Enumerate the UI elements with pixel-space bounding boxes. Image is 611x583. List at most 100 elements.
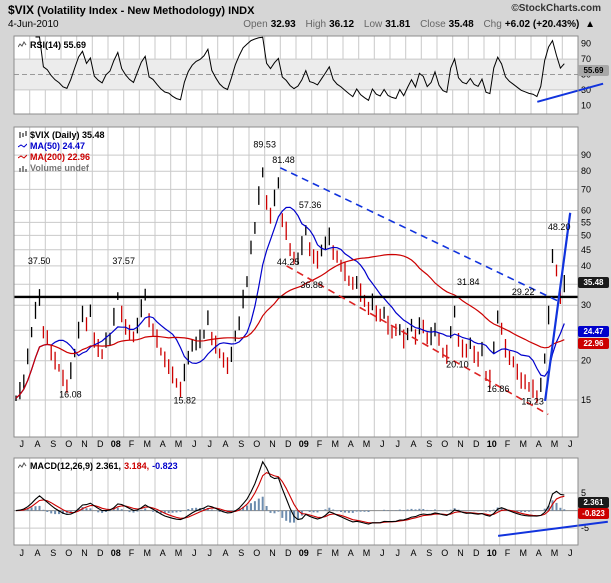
ma50-line-icon — [17, 142, 28, 152]
ma200-line — [15, 253, 565, 399]
price-tick-label: 80 — [581, 166, 591, 176]
trendline — [544, 212, 572, 402]
month-label: 10 — [487, 548, 497, 558]
macd-hist-value: -0.823 — [152, 461, 178, 471]
macd-trendline — [497, 520, 608, 537]
month-label: A — [34, 439, 40, 449]
month-label: J — [208, 548, 213, 558]
price-tick-label: 15 — [581, 395, 591, 405]
month-label: F — [505, 548, 511, 558]
month-label: A — [160, 439, 166, 449]
ma200-badge: 22.96 — [578, 338, 609, 349]
macd-signal-line — [15, 471, 565, 524]
macd-signal-value: 3.184, — [124, 461, 150, 471]
ma200-line-icon — [17, 153, 28, 163]
month-label: D — [473, 439, 480, 449]
price-annotation: 48.20 — [548, 222, 571, 232]
month-label: F — [317, 439, 323, 449]
month-label: O — [65, 439, 72, 449]
macd-tick-label: -5 — [581, 523, 589, 533]
price-annotation: 15.82 — [174, 396, 197, 406]
month-label: M — [519, 439, 527, 449]
month-label: N — [81, 548, 88, 558]
open-value: 32.93 — [270, 19, 296, 30]
month-label: F — [505, 439, 511, 449]
month-label: M — [363, 548, 371, 558]
rsi-tick-label: 90 — [581, 39, 591, 49]
price-bars-down — [42, 195, 562, 404]
price-tick-label: 20 — [581, 356, 591, 366]
month-label: 08 — [111, 439, 121, 449]
month-label: M — [331, 548, 339, 558]
month-label: M — [551, 548, 559, 558]
price-tick-label: 55 — [581, 217, 591, 227]
close-label: Close — [420, 19, 446, 30]
price-annotation: 20.10 — [446, 360, 469, 370]
rsi-panel-label: RSI(14) 55.69 — [17, 40, 86, 51]
macd-value: 2.361, — [96, 461, 122, 471]
month-label: A — [222, 548, 228, 558]
chg-up-arrow-icon: ▲ — [585, 19, 595, 30]
macd-label: MACD(12,26,9) — [30, 461, 94, 471]
stockcharts-credit-link[interactable]: ©StockCharts.com — [511, 3, 601, 14]
month-label: M — [331, 439, 339, 449]
month-label: O — [253, 439, 260, 449]
month-label: 10 — [487, 439, 497, 449]
month-label: M — [143, 548, 151, 558]
quote-strip: Open 32.93 High 36.12 Low 31.81 Close 35.48 … — [243, 19, 595, 30]
rsi-tick-label: 70 — [581, 54, 591, 64]
month-label: A — [410, 439, 416, 449]
price-annotation: 44.25 — [277, 257, 300, 267]
mini-chart-icon — [17, 41, 27, 51]
month-label: A — [348, 548, 354, 558]
rsi-badge: 55.69 — [578, 65, 609, 76]
chg-value: +6.02 (+20.43%) — [504, 19, 580, 30]
trendline — [286, 265, 549, 416]
month-label: 09 — [299, 548, 309, 558]
month-label: 09 — [299, 439, 309, 449]
month-label: J — [380, 439, 385, 449]
month-label: 08 — [111, 548, 121, 558]
price-annotation: 37.57 — [112, 256, 135, 266]
price-annotation: 16.08 — [59, 389, 82, 399]
price-badge: 35.48 — [578, 277, 609, 288]
month-label: M — [143, 439, 151, 449]
title-rest: (Volatility Index - New Methodology) IND… — [37, 5, 255, 17]
macd-panel-label: MACD(12,26,9) 2.361, 3.184, -0.823 — [17, 461, 178, 472]
month-label: A — [348, 439, 354, 449]
chg-label: Chg — [483, 19, 502, 30]
volume-bars-icon — [18, 164, 27, 174]
price-tick-label: 90 — [581, 150, 591, 160]
month-label: O — [65, 548, 72, 558]
ma50-badge: 24.47 — [578, 326, 609, 337]
month-label: N — [81, 439, 88, 449]
month-label: D — [473, 548, 480, 558]
price-annotation: 37.50 — [28, 256, 51, 266]
rsi-band — [14, 59, 578, 90]
month-label: F — [129, 439, 135, 449]
month-label: M — [363, 439, 371, 449]
price-annotation: 29.22 — [512, 287, 535, 297]
month-label: S — [238, 439, 244, 449]
month-label: S — [50, 548, 56, 558]
macd-hist-badge: -0.823 — [578, 508, 609, 519]
price-tick-label: 70 — [581, 184, 591, 194]
open-label: Open — [243, 19, 268, 30]
low-label: Low — [363, 19, 383, 30]
month-label: J — [568, 439, 573, 449]
rsi-trendline — [537, 82, 604, 103]
mini-bars-icon — [18, 131, 27, 141]
trendline — [279, 167, 558, 302]
month-label: J — [380, 548, 385, 558]
month-label: J — [568, 548, 573, 558]
month-label: J — [192, 548, 197, 558]
month-label: D — [97, 439, 104, 449]
price-tick-label: 30 — [581, 300, 591, 310]
month-label: S — [238, 548, 244, 558]
month-label: O — [441, 439, 448, 449]
legend-volume: Volume undef — [18, 163, 89, 174]
month-label: J — [208, 439, 213, 449]
page-title: $VIX (Volatility Index - New Methodology… — [8, 3, 254, 17]
